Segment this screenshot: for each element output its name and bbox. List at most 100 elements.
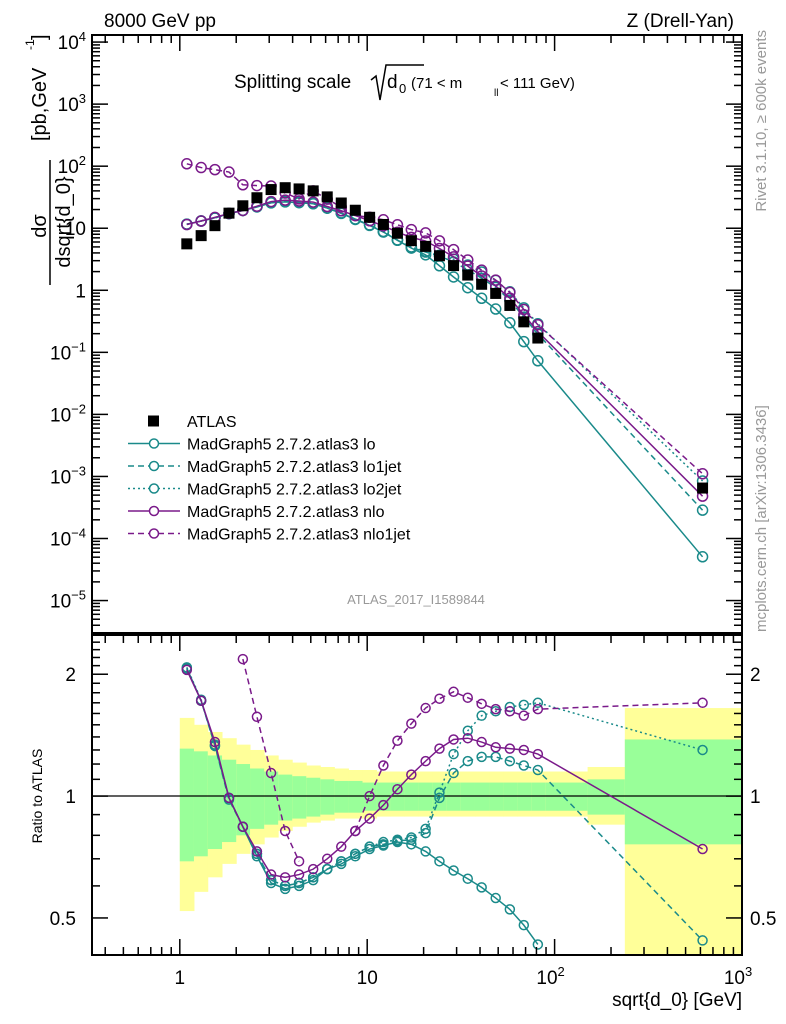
ratio-point <box>434 787 445 798</box>
ylabel-den: dsqrt{d_0} <box>53 176 75 268</box>
legend-circle-marker <box>148 528 160 539</box>
band-inner <box>320 779 335 815</box>
data-point <box>476 278 488 290</box>
ratio-point <box>378 760 389 771</box>
ratio-frame <box>91 634 743 956</box>
data-point <box>181 238 193 250</box>
ytick-label: 104 <box>58 29 86 54</box>
data-point <box>532 332 544 344</box>
ratio-ytick-label-left: 2 <box>65 665 76 686</box>
ytick-label: 10−3 <box>50 463 86 488</box>
data-point <box>518 316 530 328</box>
ratio-point <box>392 783 403 795</box>
xtick-label: 103 <box>724 964 752 989</box>
ratio-point <box>0 747 5 756</box>
main-point <box>696 504 709 516</box>
band-inner <box>503 782 518 811</box>
ytick-label: 10−2 <box>50 401 86 426</box>
main-point <box>265 195 277 208</box>
ratio-ytick-label-left: 0.5 <box>50 909 76 930</box>
ratio-point <box>697 843 708 855</box>
ylabel-unit-sup: -1 <box>23 39 37 50</box>
ratio-point <box>462 873 474 884</box>
title-range: (71 < m <box>411 75 462 92</box>
ratio-point <box>293 880 305 892</box>
ratio-series <box>0 653 708 950</box>
ratio-point <box>518 710 530 721</box>
title-range-end: < 111 GeV) <box>500 75 575 92</box>
ratio-point <box>350 848 361 860</box>
data-point <box>265 184 277 196</box>
ratio-point <box>307 863 319 875</box>
main-series-4 <box>181 158 709 480</box>
sqrt-symbol <box>370 64 424 101</box>
ratio-point <box>697 935 708 946</box>
main-point <box>181 218 193 231</box>
band-inner <box>404 782 420 811</box>
main-point <box>405 223 418 236</box>
ratio-point <box>293 869 305 880</box>
ratio-point <box>434 856 445 867</box>
ratio-point <box>209 736 221 748</box>
ratio-point <box>532 939 544 950</box>
legend-item: MadGraph5 2.7.2.atlas3 lo <box>128 437 376 454</box>
ylabel-unit: [pb,GeV <box>29 67 51 141</box>
legend-item: MadGraph5 2.7.2.atlas3 nlo <box>128 504 385 521</box>
main-point <box>518 335 530 348</box>
ratio-point <box>697 744 708 756</box>
ytick-label: 10 <box>65 219 86 240</box>
ratio-point <box>279 872 291 883</box>
band-inner <box>418 782 434 811</box>
ratio-point <box>265 874 277 886</box>
ratio-point <box>448 865 459 876</box>
data-point <box>349 204 361 216</box>
data-point <box>195 230 207 242</box>
ratio-point <box>321 853 333 865</box>
data-point <box>405 235 417 247</box>
ratio-series-2 <box>181 662 708 892</box>
data-point <box>279 182 291 194</box>
ratio-point <box>350 825 361 837</box>
ratio-point <box>307 874 319 886</box>
ratio-point <box>518 699 530 711</box>
ratio-point <box>279 883 291 895</box>
ratio-point <box>420 823 431 835</box>
xtick-labels: 1 10 102 103 <box>175 964 753 989</box>
ratio-point <box>476 736 487 748</box>
main-point <box>462 281 474 294</box>
ratio-point <box>392 834 403 846</box>
band-inner <box>236 764 251 836</box>
main-point <box>251 179 263 192</box>
ratio-point <box>448 686 459 698</box>
band-inner <box>474 782 490 811</box>
xtick-label: 1 <box>175 968 186 989</box>
ratio-point <box>251 711 263 723</box>
ratio-point <box>237 821 249 832</box>
ratio-point <box>420 846 431 857</box>
data-point <box>251 192 263 204</box>
main-point <box>532 355 544 367</box>
ratio-point <box>406 718 417 729</box>
main-point <box>489 303 502 315</box>
band-inner <box>292 776 307 819</box>
ratio-point <box>406 839 417 850</box>
ratio-point <box>462 732 474 744</box>
main-point <box>696 551 709 563</box>
main-point <box>489 274 502 286</box>
xtick-label: 10 <box>357 968 378 989</box>
ratio-point <box>378 836 389 848</box>
legend: ATLAS MadGraph5 2.7.2.atlas3 lo MadGraph5 … <box>128 414 411 544</box>
main-point <box>532 318 544 331</box>
legend-label: MadGraph5 2.7.2.atlas3 lo2jet <box>187 482 402 499</box>
data-point <box>433 250 445 262</box>
legend-square-marker <box>148 415 159 427</box>
ratio-series-4 <box>0 653 708 867</box>
ratio-point <box>504 755 516 767</box>
ratio-point <box>434 743 445 754</box>
ratio-point <box>265 869 277 880</box>
ratio-bands <box>179 708 743 955</box>
ratio-point <box>293 856 305 867</box>
main-point <box>504 286 516 299</box>
atlas-data <box>181 182 709 494</box>
